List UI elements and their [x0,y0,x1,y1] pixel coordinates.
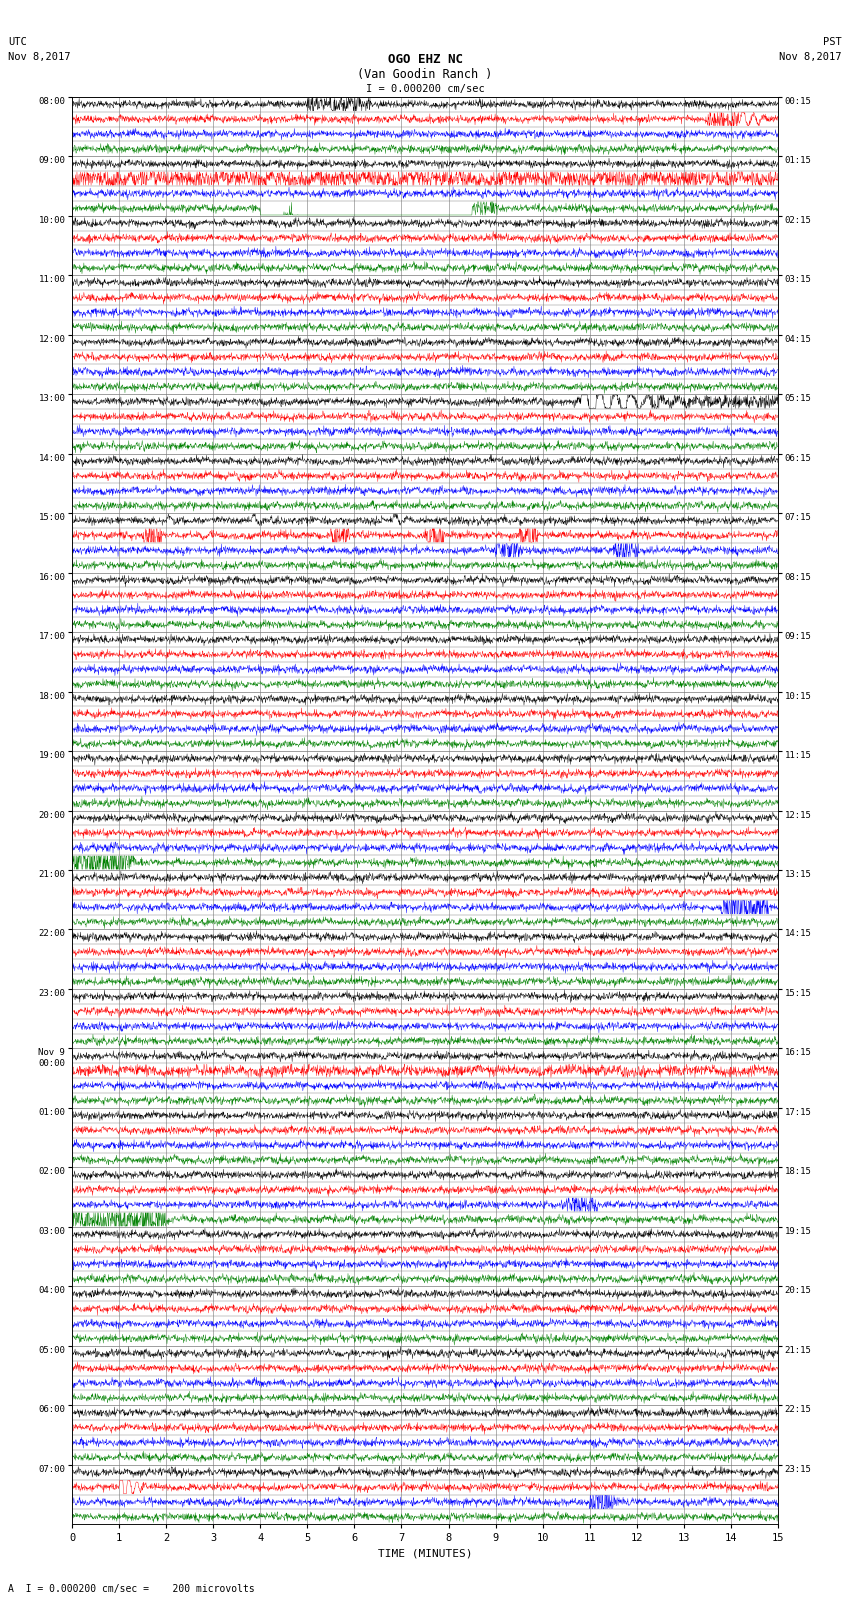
Text: OGO EHZ NC: OGO EHZ NC [388,53,462,66]
Text: UTC: UTC [8,37,27,47]
Text: I = 0.000200 cm/sec: I = 0.000200 cm/sec [366,84,484,94]
Text: Nov 8,2017: Nov 8,2017 [779,52,842,61]
Text: (Van Goodin Ranch ): (Van Goodin Ranch ) [357,68,493,81]
X-axis label: TIME (MINUTES): TIME (MINUTES) [377,1548,473,1558]
Text: PST: PST [823,37,842,47]
Text: Nov 8,2017: Nov 8,2017 [8,52,71,61]
Text: A  I = 0.000200 cm/sec =    200 microvolts: A I = 0.000200 cm/sec = 200 microvolts [8,1584,255,1594]
